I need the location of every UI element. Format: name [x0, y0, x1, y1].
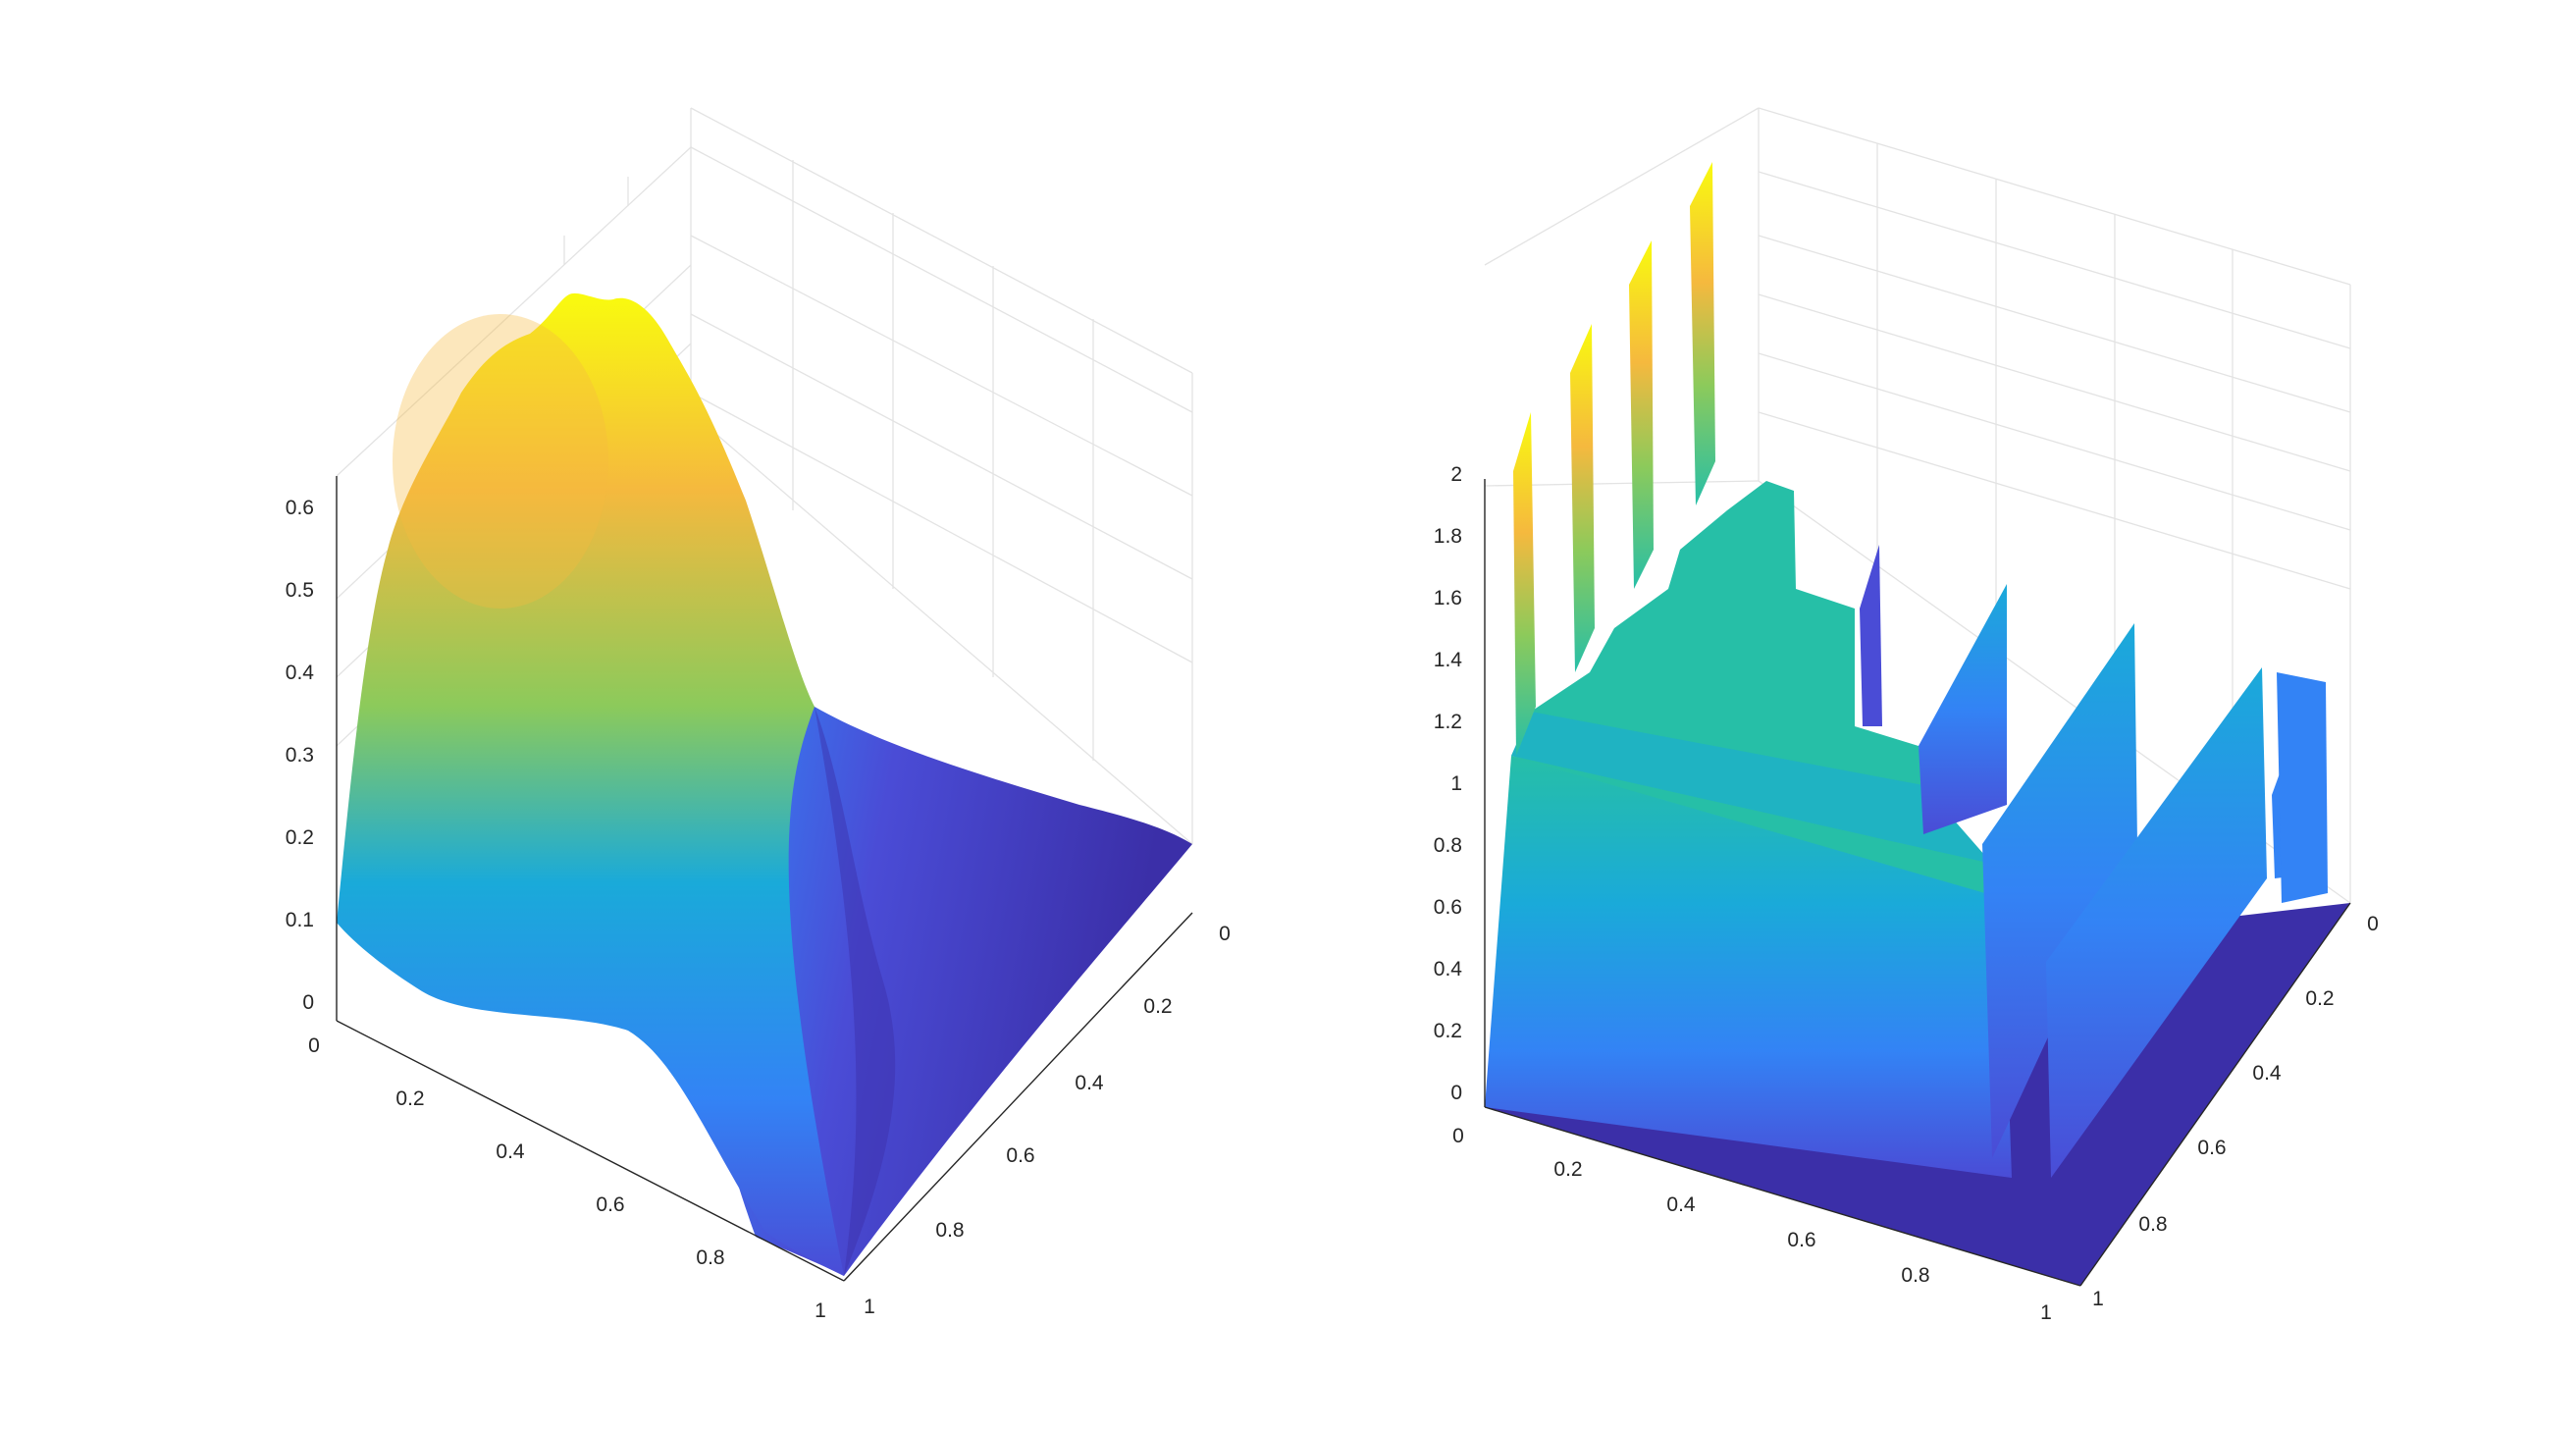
- z-tick: 2: [1450, 463, 1462, 486]
- y-tick: 0: [1219, 923, 1231, 945]
- x-tick: 0: [1452, 1125, 1464, 1147]
- ticks-right-z: 0 0.2 0.4 0.6 0.8 1 1.2 1.4 1.6 1.8 2: [1434, 463, 1463, 1104]
- surface-right-step-shade: [1511, 712, 1992, 864]
- surface-right-wall: [1860, 545, 1882, 726]
- y-tick: 1: [2092, 1288, 2104, 1310]
- ticks-left-x: 0 0.2 0.4 0.6 0.8 1: [308, 1034, 826, 1322]
- surface-right-wall: [2277, 672, 2328, 903]
- surface-right-wall: [1919, 584, 2007, 834]
- axes-left: [336, 476, 1193, 1282]
- z-tick: 1.2: [1434, 711, 1462, 733]
- y-tick: 0.6: [2197, 1137, 2226, 1159]
- x-tick: 0.2: [1553, 1158, 1582, 1181]
- x-tick: 0.6: [1787, 1229, 1815, 1251]
- surface-right-spike: [1690, 162, 1715, 505]
- x-tick: 0.8: [1901, 1264, 1929, 1287]
- z-tick: 1.4: [1434, 649, 1463, 671]
- y-tick: 0.4: [2252, 1062, 2282, 1085]
- z-tick: 0.2: [286, 826, 314, 849]
- surface-right-spike: [1513, 412, 1536, 756]
- x-tick: 1: [2040, 1301, 2052, 1324]
- z-tick: 0: [1450, 1082, 1462, 1104]
- ticks-left-z: 0 0.1 0.2 0.3 0.4 0.5 0.6: [286, 497, 315, 1014]
- z-tick: 0.4: [286, 662, 315, 684]
- surface-right-wall: [2046, 667, 2267, 1178]
- z-tick: 1.8: [1434, 525, 1462, 548]
- surface-right-spike: [1629, 240, 1654, 589]
- x-tick: 0.4: [1666, 1193, 1696, 1216]
- ticks-left-y: 0 0.2 0.4 0.6 0.8 1: [864, 923, 1231, 1318]
- surface-left-peak-highlight: [393, 314, 608, 609]
- y-tick: 0.8: [2138, 1213, 2167, 1236]
- y-tick: 0: [2367, 913, 2379, 935]
- surface-left-valley-shade: [815, 707, 896, 1276]
- y-tick: 0.6: [1006, 1144, 1034, 1167]
- z-tick: 1.6: [1434, 587, 1462, 610]
- surface-right-wall: [1982, 623, 2137, 1158]
- x-tick: 0.2: [395, 1087, 424, 1110]
- x-tick: 0.8: [696, 1246, 724, 1269]
- z-tick: 0.2: [1434, 1020, 1462, 1042]
- surface-right-spike: [1570, 324, 1595, 672]
- surface-right-front-face: [1485, 756, 2012, 1178]
- z-tick: 0.8: [1434, 834, 1462, 857]
- x-tick: 0.4: [496, 1140, 525, 1163]
- axes-right: [1484, 479, 2351, 1287]
- y-tick: 1: [864, 1296, 875, 1318]
- ticks-right-x: 0 0.2 0.4 0.6 0.8 1: [1452, 1125, 2052, 1324]
- y-tick: 0.8: [935, 1219, 964, 1242]
- surface-left-main: [337, 292, 844, 1276]
- x-tick: 1: [815, 1299, 826, 1322]
- surface-chart-right: 0 0.2 0.4 0.6 0.8 1 1.2 1.4 1.6 1.8 2 0 …: [1434, 107, 2379, 1324]
- z-tick: 0.3: [286, 744, 314, 767]
- surface-chart-left: 0 0.1 0.2 0.3 0.4 0.5 0.6 0 0.2 0.4 0.6 …: [286, 107, 1231, 1322]
- y-tick: 0.4: [1075, 1072, 1104, 1094]
- y-tick: 0.2: [2305, 987, 2334, 1010]
- x-tick: 0: [308, 1034, 320, 1057]
- ticks-right-y: 0 0.2 0.4 0.6 0.8 1: [2092, 913, 2379, 1310]
- z-tick: 0.6: [286, 497, 314, 519]
- z-tick: 0.5: [286, 579, 314, 602]
- z-tick: 0: [302, 991, 314, 1014]
- z-tick: 1: [1450, 772, 1462, 795]
- z-tick: 0.4: [1434, 958, 1463, 980]
- x-tick: 0.6: [596, 1193, 624, 1216]
- y-tick: 0.2: [1143, 995, 1172, 1018]
- z-tick: 0.6: [1434, 896, 1462, 919]
- grid-right: [1484, 107, 2351, 904]
- z-tick: 0.1: [286, 909, 314, 931]
